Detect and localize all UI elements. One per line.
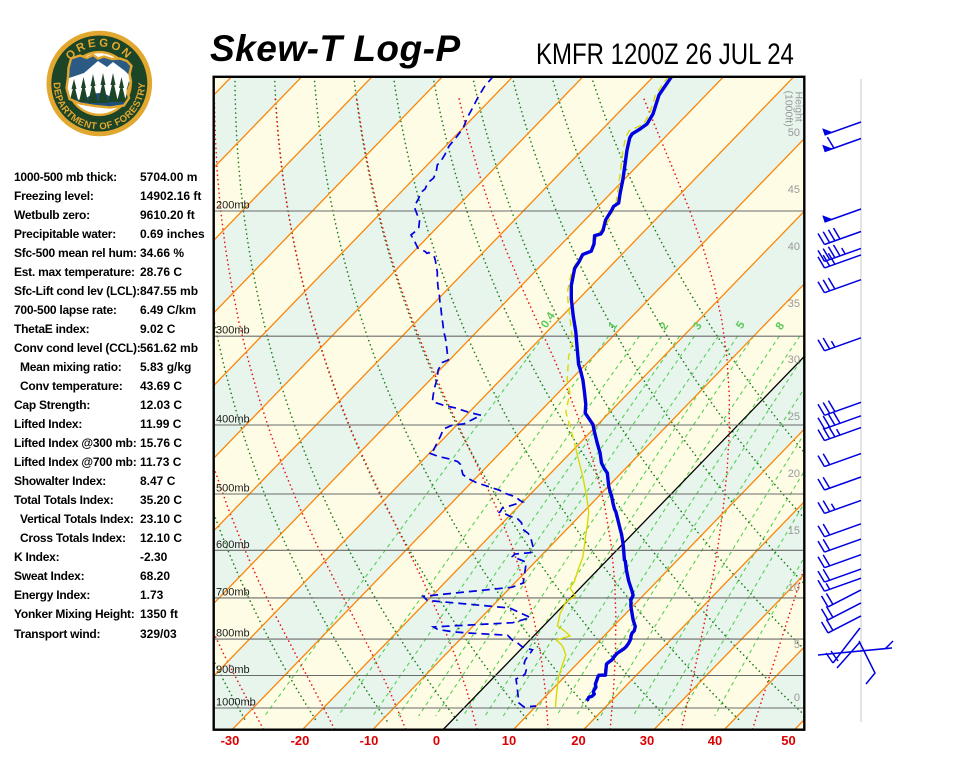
svg-text:40: 40	[788, 241, 800, 253]
svg-text:900mb: 900mb	[216, 664, 250, 676]
svg-text:40: 40	[708, 733, 722, 748]
svg-text:5: 5	[794, 639, 800, 651]
svg-text:1000mb: 1000mb	[216, 697, 256, 709]
svg-text:30: 30	[640, 733, 654, 748]
svg-text:10: 10	[502, 733, 516, 748]
svg-text:Height: Height	[793, 92, 805, 122]
svg-text:800mb: 800mb	[216, 628, 250, 640]
svg-text:300mb: 300mb	[216, 325, 250, 337]
svg-text:2: 2	[658, 320, 672, 332]
svg-text:200mb: 200mb	[216, 200, 250, 212]
svg-text:35: 35	[788, 298, 800, 310]
svg-text:20: 20	[571, 733, 585, 748]
svg-text:400mb: 400mb	[216, 414, 250, 426]
svg-text:30: 30	[788, 354, 800, 366]
svg-text:700mb: 700mb	[216, 586, 250, 598]
svg-text:25: 25	[788, 411, 800, 423]
svg-text:600mb: 600mb	[216, 539, 250, 551]
svg-text:50: 50	[781, 733, 795, 748]
svg-text:45: 45	[788, 184, 800, 196]
svg-text:20: 20	[788, 468, 800, 480]
svg-text:3: 3	[691, 320, 705, 332]
svg-text:(1000ft): (1000ft)	[783, 91, 795, 127]
svg-text:-20: -20	[291, 733, 310, 748]
svg-text:0: 0	[794, 692, 800, 704]
svg-text:50: 50	[788, 127, 800, 139]
svg-text:-30: -30	[221, 733, 240, 748]
svg-text:15: 15	[788, 525, 800, 537]
svg-text:500mb: 500mb	[216, 483, 250, 495]
svg-text:10: 10	[788, 582, 800, 594]
svg-text:-10: -10	[360, 733, 379, 748]
svg-text:0: 0	[433, 733, 440, 748]
